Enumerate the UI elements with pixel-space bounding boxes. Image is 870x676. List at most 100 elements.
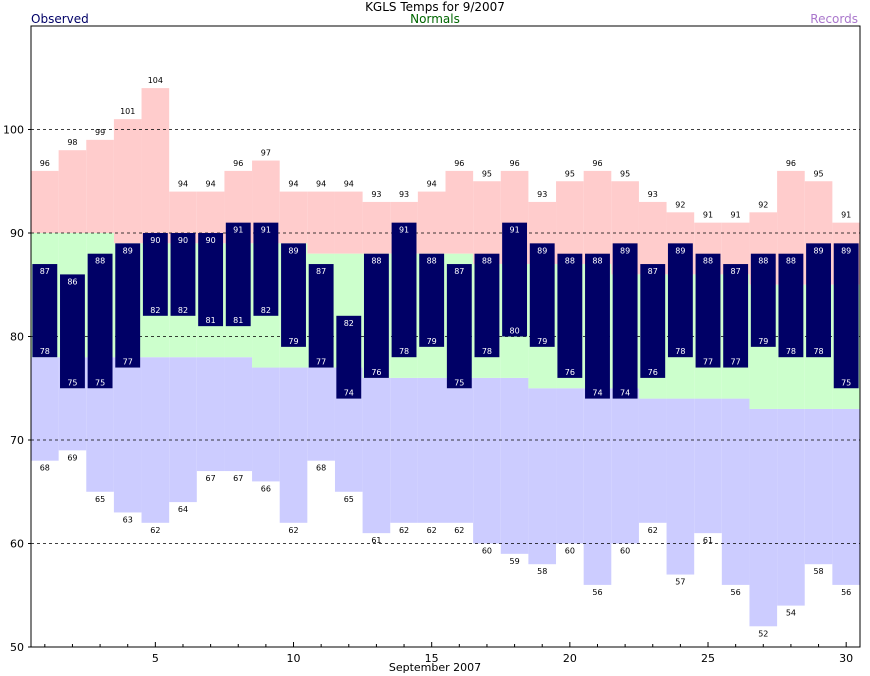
observed-bar: [391, 222, 417, 358]
record-high-label: 91: [731, 211, 741, 220]
observed-bar: [695, 253, 721, 368]
y-tick-label: 70: [10, 434, 24, 447]
record-high-label: 96: [509, 159, 519, 168]
record-low-band: [666, 398, 695, 575]
record-high-band: [307, 191, 335, 254]
record-high-label: 95: [620, 169, 630, 178]
record-low-label: 66: [261, 484, 271, 493]
observed-bar: [612, 243, 638, 399]
record-low-label: 62: [427, 526, 437, 535]
legend-normals: Normals: [410, 12, 460, 26]
observed-high-label: 88: [758, 257, 768, 266]
observed-high-label: 86: [67, 277, 77, 286]
observed-bar: [667, 243, 693, 358]
record-low-label: 62: [648, 526, 658, 535]
observed-low-label: 78: [40, 347, 50, 356]
observed-high-label: 89: [620, 246, 630, 255]
observed-bar: [723, 264, 749, 368]
record-low-label: 67: [206, 474, 216, 483]
observed-high-label: 90: [178, 236, 188, 245]
observed-high-label: 88: [95, 257, 105, 266]
record-low-label: 56: [731, 588, 741, 597]
observed-high-label: 89: [841, 246, 851, 255]
x-axis: 5 10 15 20 25 30: [44, 642, 853, 665]
observed-low-label: 77: [123, 358, 133, 367]
observed-high-label: 88: [371, 257, 381, 266]
record-low-band: [749, 408, 778, 627]
observed-bar: [308, 264, 334, 368]
observed-bar: [281, 243, 306, 347]
observed-high-label: 87: [40, 267, 50, 276]
observed-low-label: 76: [648, 368, 658, 377]
observed-bar: [115, 243, 141, 368]
record-low-band: [777, 408, 805, 606]
record-low-label: 62: [454, 526, 464, 535]
record-low-label: 62: [150, 526, 160, 535]
observed-low-label: 76: [565, 368, 575, 377]
record-low-label: 57: [675, 578, 685, 587]
observed-high-label: 88: [565, 257, 575, 266]
observed-bar: [87, 253, 113, 389]
record-high-label: 93: [537, 190, 547, 199]
observed-high-label: 87: [648, 267, 658, 276]
record-low-label: 61: [703, 536, 713, 545]
observed-bar: [640, 264, 666, 378]
record-low-band: [252, 367, 280, 482]
observed-low-label: 74: [620, 389, 630, 398]
record-high-label: 92: [675, 200, 685, 209]
record-low-band: [169, 357, 197, 503]
record-low-label: 62: [399, 526, 409, 535]
record-low-band: [583, 388, 612, 585]
observed-low-label: 78: [482, 347, 492, 356]
record-high-label: 101: [120, 107, 135, 116]
y-tick-label: 50: [10, 641, 24, 654]
observed-low-label: 79: [758, 337, 768, 346]
observed-high-label: 89: [123, 246, 133, 255]
record-low-band: [113, 357, 142, 513]
record-high-band: [556, 181, 584, 265]
record-high-label: 95: [813, 169, 823, 178]
observed-high-label: 88: [427, 257, 437, 266]
x-tick-label: 20: [563, 652, 577, 665]
record-low-label: 58: [813, 567, 823, 576]
observed-low-label: 79: [427, 337, 437, 346]
observed-high-label: 88: [482, 257, 492, 266]
record-high-label: 91: [841, 211, 851, 220]
record-low-band: [694, 398, 722, 534]
observed-low-label: 75: [67, 378, 77, 387]
record-low-band: [445, 377, 474, 523]
record-high-band: [417, 191, 446, 254]
record-low-band: [224, 357, 253, 472]
x-tick-label: 10: [287, 652, 301, 665]
record-high-label: 96: [592, 159, 602, 168]
record-high-band: [362, 201, 391, 254]
observed-high-label: 91: [233, 226, 243, 235]
x-tick-label: 15: [425, 652, 439, 665]
data-labels: 87 78 96 68 86 75 98 69 88 75 99 65 89 77 101 63 90 82 104…: [40, 76, 852, 638]
y-tick-label: 90: [10, 227, 24, 240]
record-low-label: 60: [482, 547, 492, 556]
observed-low-label: 81: [206, 316, 216, 325]
observed-low-label: 81: [233, 316, 243, 325]
observed-bar: [557, 253, 583, 378]
observed-bar: [142, 233, 168, 316]
record-low-label: 68: [40, 464, 50, 473]
record-low-label: 59: [509, 557, 519, 566]
record-low-band: [390, 377, 418, 523]
y-tick-label: 80: [10, 331, 24, 344]
observed-low-label: 77: [703, 358, 713, 367]
record-high-band: [113, 119, 142, 244]
record-low-label: 56: [841, 588, 851, 597]
record-high-label: 96: [454, 159, 464, 168]
observed-high-label: 87: [316, 267, 326, 276]
observed-high-label: 91: [399, 226, 409, 235]
observed-bar: [502, 222, 528, 337]
record-low-label: 63: [123, 515, 133, 524]
record-high-label: 95: [565, 169, 575, 178]
x-tick-label: 5: [152, 652, 159, 665]
record-low-band: [638, 398, 667, 523]
legend-records: Records: [810, 12, 858, 26]
observed-low-label: 79: [537, 337, 547, 346]
record-low-band: [832, 408, 860, 585]
